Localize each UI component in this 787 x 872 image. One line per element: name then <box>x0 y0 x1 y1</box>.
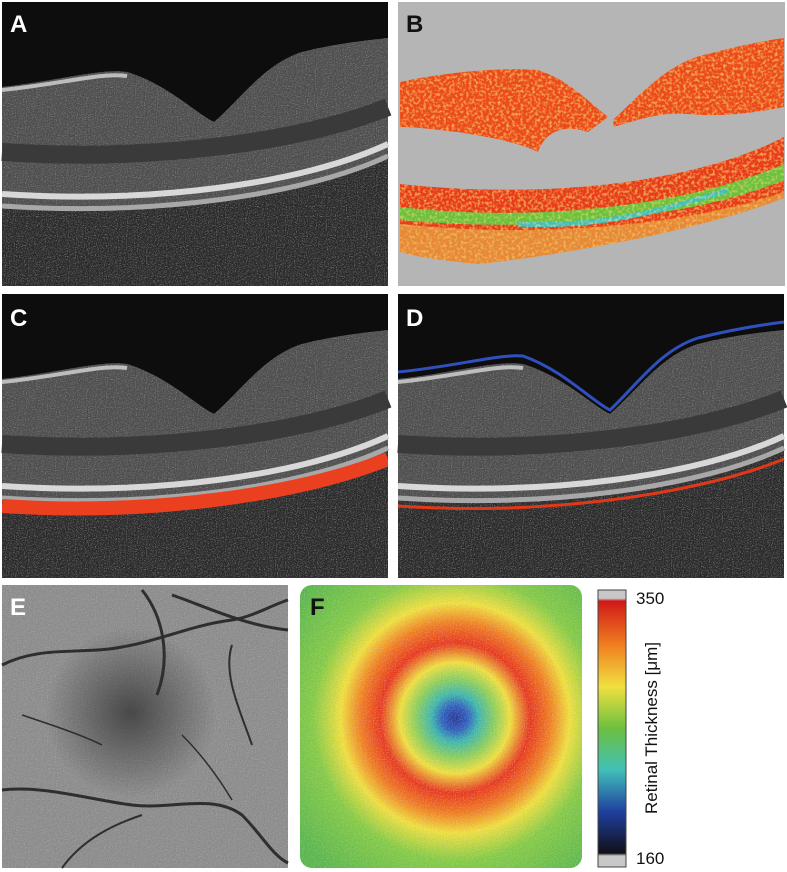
panel-label: F <box>310 594 325 621</box>
panel-d: D <box>398 294 784 578</box>
segmentation-layer <box>2 452 388 516</box>
panel-label: E <box>10 594 26 621</box>
panel-b: B <box>398 2 785 286</box>
fovea-shade <box>2 585 288 868</box>
oct-image <box>2 294 388 578</box>
thickness-map <box>300 585 582 868</box>
oct-image <box>2 2 388 286</box>
panel-a: A <box>2 2 388 286</box>
panel-label: B <box>406 11 423 38</box>
rpe-line <box>397 457 785 510</box>
colorbar: 350 160 Retinal Thickness [μm] <box>597 589 664 868</box>
ilm-line <box>397 320 785 412</box>
panel-label: D <box>406 305 423 332</box>
panel-label: C <box>10 305 27 332</box>
panel-c: C <box>2 294 388 578</box>
panel-e: E <box>1 585 289 869</box>
colorbar-min: 160 <box>636 849 664 868</box>
colorbar-title: Retinal Thickness [μm] <box>642 642 661 814</box>
oct-image <box>398 294 784 578</box>
vessels <box>1 589 289 869</box>
thickness-map <box>400 38 784 264</box>
panel-f: F <box>300 585 582 868</box>
colorbar-gradient <box>597 589 627 868</box>
colorbar-max: 350 <box>636 589 664 608</box>
panel-label: A <box>10 11 27 38</box>
